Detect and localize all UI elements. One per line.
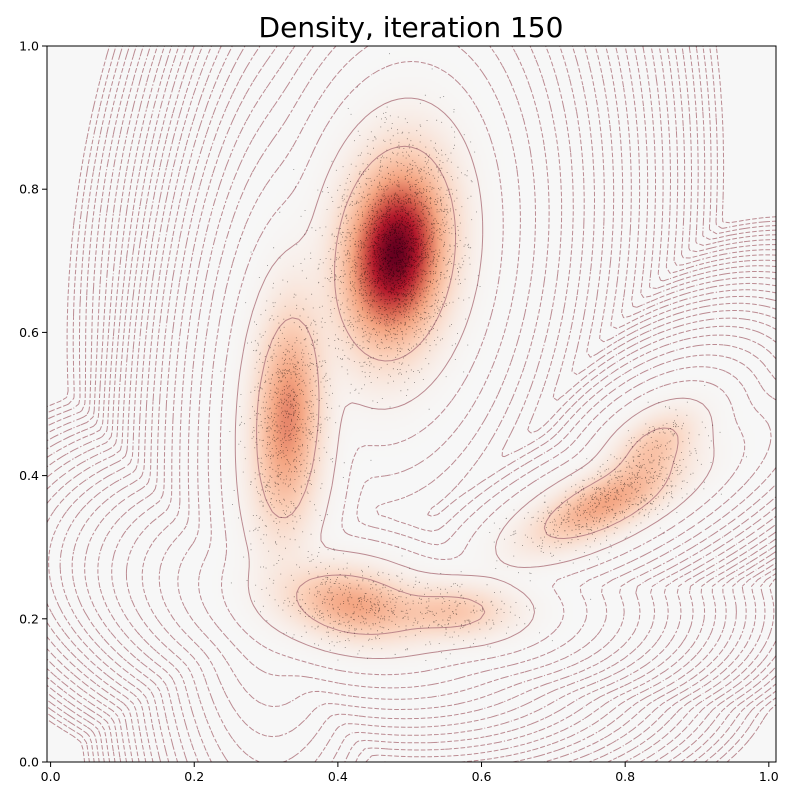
contour-line [71,46,776,762]
y-tick-label: 0.0 [19,755,39,770]
x-tick-label: 0.0 [41,769,61,784]
sample-points [220,53,747,661]
contour-line [111,46,776,762]
y-tick-label: 1.0 [19,39,39,54]
contour-lines [47,46,776,762]
contour-line [47,46,776,762]
y-axis: 0.0 0.2 0.4 0.6 0.8 1.0 [19,39,47,770]
sample-point [220,53,747,661]
x-tick-label: 0.8 [615,769,635,784]
contour-line [47,46,776,762]
contour-line [47,46,776,762]
x-tick-label: 0.2 [184,769,204,784]
contour-line [47,46,776,762]
x-axis: 0.0 0.2 0.4 0.6 0.8 1.0 [41,762,779,784]
y-tick-label: 0.4 [19,468,39,483]
contour-line [177,46,776,707]
contour-line [47,46,776,762]
x-tick-label: 0.6 [472,769,492,784]
contour-line [48,46,776,762]
y-tick-label: 0.8 [19,182,39,197]
contour-line [47,46,776,762]
contour-line [141,46,776,762]
contour-line [47,46,776,762]
contour-line [234,97,715,659]
contour-line [47,46,776,762]
contour-line [84,46,776,762]
contour-line [47,46,776,762]
contour-line [125,46,776,762]
contour-line [47,46,776,762]
contour-line [47,46,776,762]
contour-line [59,46,776,762]
contour-line [158,46,776,738]
contour-line [97,46,776,762]
contour-line [256,145,679,635]
axes-frame [46,45,777,763]
x-tick-label: 1.0 [759,769,779,784]
contour-line [47,46,776,762]
chart-title: Density, iteration 150 [259,11,564,44]
contour-line [47,46,776,762]
contour-line [219,61,746,676]
y-tick-label: 0.2 [19,611,39,626]
x-tick-label: 0.4 [328,769,348,784]
plot-area [47,46,776,762]
y-tick-label: 0.6 [19,325,39,340]
contour-line [198,46,772,689]
